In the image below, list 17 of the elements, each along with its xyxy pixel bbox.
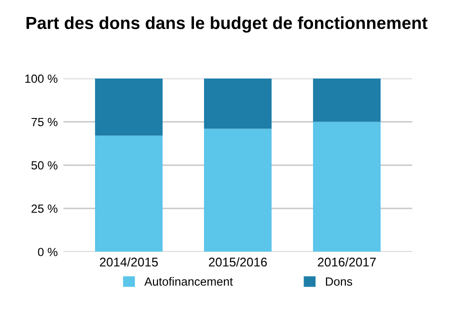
bar	[95, 78, 163, 136]
x-tick-label: 2016/2017	[318, 257, 376, 267]
y-tick-label: 75 %	[32, 118, 58, 126]
y-tick-label: 25 %	[32, 204, 58, 213]
bar	[95, 136, 163, 252]
bar	[204, 128, 272, 252]
legend-label: Autofinancement	[144, 277, 233, 286]
y-tick-label: 0 %	[38, 248, 58, 256]
bar	[313, 78, 381, 122]
chart-title: Part des dons dans le budget de fonctionnement	[26, 16, 428, 33]
y-tick-label: 100 %	[25, 74, 58, 83]
y-tick-label: 50 %	[31, 161, 58, 170]
x-tick-label: 2014/2015	[100, 257, 158, 267]
bar	[204, 78, 272, 129]
bar	[313, 122, 381, 252]
legend-label: Dons	[326, 277, 352, 286]
x-tick-label: 2015/2016	[208, 257, 267, 267]
